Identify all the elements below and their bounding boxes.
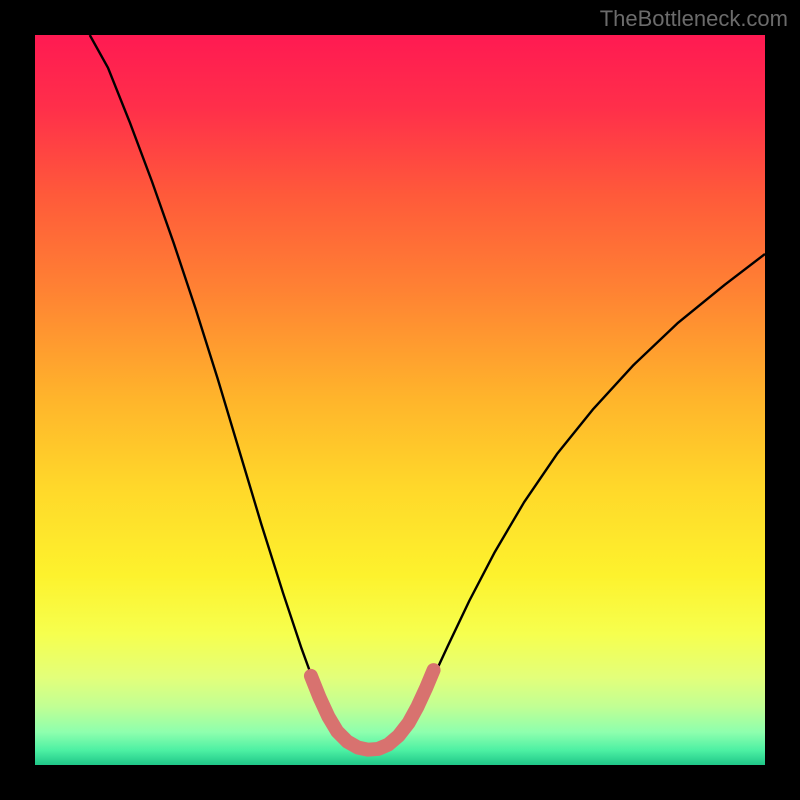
chart-frame: TheBottleneck.com [0, 0, 800, 800]
curves-layer [35, 35, 765, 765]
overlay-highlight [311, 670, 434, 750]
plot-area [35, 35, 765, 765]
watermark-text: TheBottleneck.com [600, 6, 788, 32]
main-curve [90, 35, 765, 750]
